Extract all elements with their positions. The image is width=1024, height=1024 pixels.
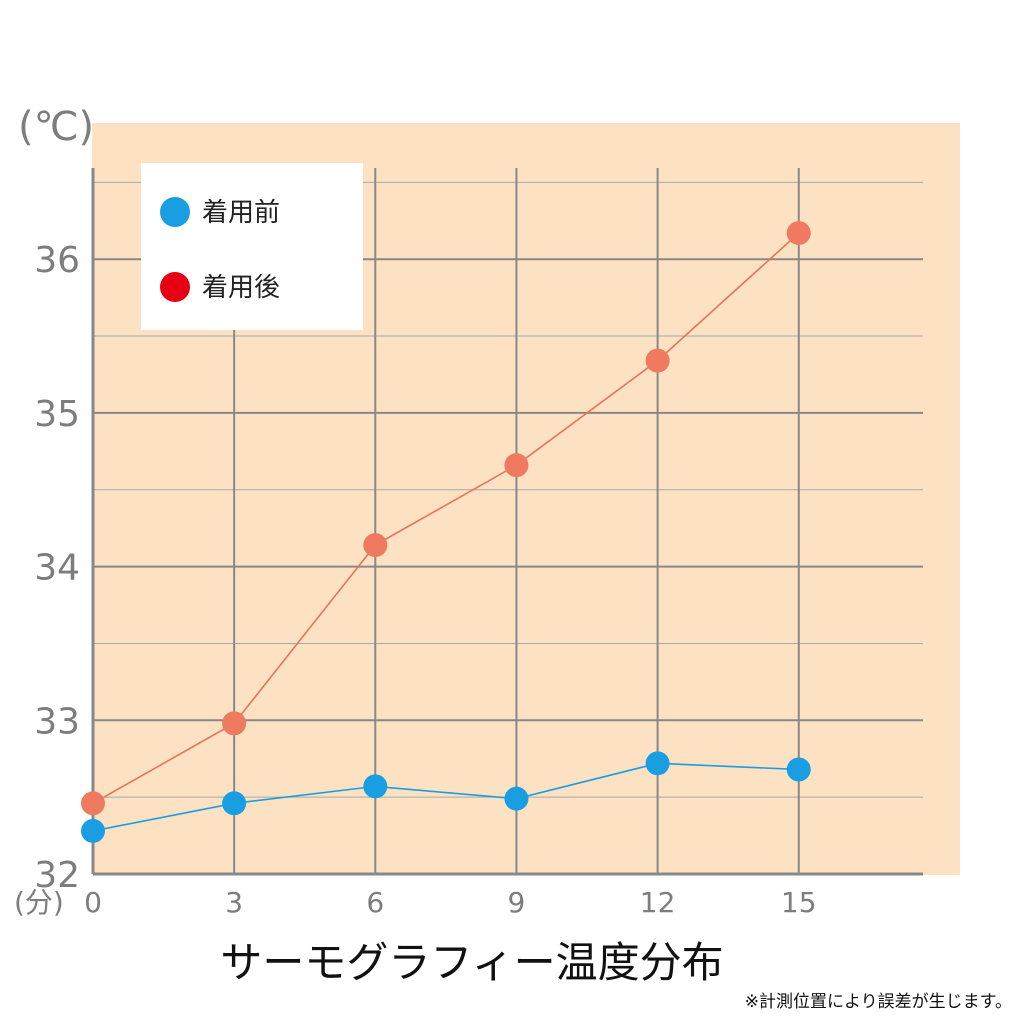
data-point <box>363 774 388 799</box>
legend-marker-after <box>160 272 190 302</box>
y-tick-label: 36 <box>34 240 80 281</box>
x-tick-label: 9 <box>508 886 526 919</box>
data-point <box>786 221 811 246</box>
data-point <box>504 786 529 811</box>
y-tick-label: 32 <box>34 855 80 896</box>
legend-label-before: 着用前 <box>202 198 280 228</box>
data-point <box>645 348 670 373</box>
x-tick-label: 12 <box>640 886 676 919</box>
y-tick-label: 34 <box>34 548 80 589</box>
x-tick-label: 15 <box>781 886 817 919</box>
chart-title: サーモグラフィー温度分布 <box>220 938 723 987</box>
footnote: ※計測位置により誤差が生じます。 <box>745 992 1012 1012</box>
data-point <box>222 711 247 736</box>
legend-label-after: 着用後 <box>202 273 280 303</box>
legend: 着用前 着用後 <box>141 163 363 330</box>
series-0 <box>81 751 811 843</box>
data-point <box>363 533 388 558</box>
data-point <box>504 453 529 478</box>
y-tick-label: 35 <box>34 394 80 435</box>
x-unit-label: (分) <box>14 886 64 919</box>
data-point <box>645 751 670 776</box>
y-tick-label: 33 <box>34 701 80 742</box>
x-tick-label: 0 <box>84 886 102 919</box>
legend-marker-before <box>160 197 190 227</box>
data-point <box>786 757 811 782</box>
data-point <box>81 791 105 816</box>
series-line <box>92 762 799 832</box>
series-1 <box>81 221 811 816</box>
series-layer <box>81 221 811 843</box>
y-unit-label: (℃) <box>18 104 94 150</box>
x-tick-label: 3 <box>225 886 243 919</box>
data-point <box>81 818 105 843</box>
legend-box <box>141 163 363 330</box>
data-point <box>222 791 247 816</box>
series-line <box>92 232 800 804</box>
x-tick-label: 6 <box>366 886 384 919</box>
